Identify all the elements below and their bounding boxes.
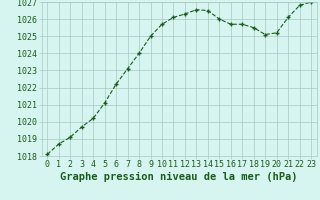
X-axis label: Graphe pression niveau de la mer (hPa): Graphe pression niveau de la mer (hPa) <box>60 172 298 182</box>
